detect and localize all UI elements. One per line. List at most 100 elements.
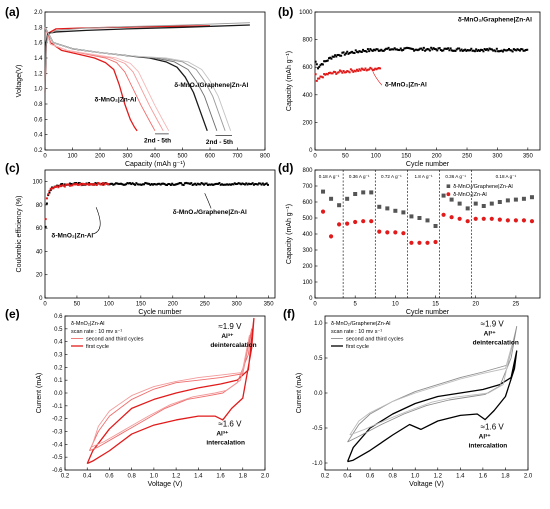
x-tick-label: 500 [177, 154, 188, 160]
panel-d: 0 5 10 15 20 25 0 100 200 300 400 500 600 700 800 Cycle… [278, 161, 541, 316]
data-point [450, 49, 453, 52]
data-point [143, 183, 146, 186]
annotation: intercalation [469, 442, 508, 449]
data-point [398, 49, 401, 52]
data-point [319, 64, 322, 67]
data-point [509, 49, 512, 52]
x-tick-label: 200 [432, 154, 443, 160]
data-point [433, 47, 436, 50]
data-point [505, 198, 510, 203]
data-point [492, 49, 495, 52]
data-point [442, 49, 445, 52]
data-point [368, 68, 371, 71]
data-point [517, 48, 520, 51]
data-point [343, 71, 346, 74]
x-tick-label: 2.0 [261, 474, 270, 480]
legend-marker [446, 184, 451, 188]
x-tick-label: 50 [342, 154, 349, 160]
data-point [206, 183, 209, 186]
data-point [213, 183, 216, 186]
data-point [454, 49, 457, 52]
data-point [70, 182, 73, 185]
data-point [191, 183, 194, 186]
data-point [77, 182, 80, 185]
rate-label: 0.36 A g⁻¹ [445, 174, 466, 179]
data-point [364, 49, 367, 52]
data-point [360, 67, 363, 70]
x-tick-label: 250 [462, 154, 473, 160]
data-point [320, 209, 326, 214]
data-point [209, 183, 212, 186]
y-tick-label: 0.2 [54, 365, 63, 371]
data-point [353, 192, 358, 196]
data-point [428, 49, 431, 52]
data-point [149, 183, 152, 186]
data-point [176, 183, 179, 186]
data-point [178, 181, 181, 184]
data-point [144, 181, 147, 184]
data-point [465, 49, 468, 52]
data-point [354, 49, 357, 52]
data-point [199, 183, 202, 186]
data-point [229, 183, 232, 186]
data-point [66, 183, 69, 186]
y-axis-label: Voltage(V) [16, 65, 23, 98]
data-point [372, 68, 375, 71]
data-point [245, 182, 248, 185]
annotation: ≈1.9 V [481, 320, 505, 329]
x-tick-label: 200 [95, 154, 106, 160]
data-point [377, 67, 380, 70]
data-point [94, 182, 97, 185]
data-point [515, 49, 518, 52]
data-point [435, 48, 438, 51]
y-tick-label: 800 [302, 168, 313, 174]
data-point [407, 46, 410, 49]
data-point [511, 50, 514, 53]
data-point [484, 48, 487, 51]
data-point [222, 183, 225, 186]
data-point [371, 69, 374, 72]
data-point [337, 53, 340, 56]
data-point [177, 182, 180, 185]
x-axis-label: Voltage (V) [148, 481, 183, 488]
data-point [393, 208, 398, 213]
series-line-cycle-3 [91, 334, 250, 448]
y-tick-label: 0.0 [314, 391, 323, 397]
data-point [476, 49, 479, 52]
data-point [393, 47, 396, 50]
data-point [116, 182, 119, 185]
data-point [214, 182, 217, 185]
data-point [228, 183, 231, 186]
data-point [45, 202, 48, 205]
data-point [489, 201, 494, 206]
data-point [260, 183, 263, 186]
data-point [51, 187, 54, 190]
data-point [317, 67, 320, 70]
data-point [349, 68, 352, 71]
data-point [223, 183, 226, 186]
data-point [88, 181, 91, 184]
data-point [326, 59, 329, 62]
x-tick-label: 1.8 [239, 474, 248, 480]
cv-title: δ-MnO₂|Zn-Al [71, 321, 105, 327]
data-point [243, 183, 246, 186]
data-point [472, 49, 475, 52]
x-tick-label: 0 [43, 154, 47, 160]
rate-label: 0.18 A g⁻¹ [496, 174, 517, 179]
data-point [357, 51, 360, 54]
data-point [415, 48, 418, 51]
data-point [385, 47, 388, 50]
data-point [413, 49, 416, 52]
rate-label: 1.8 A g⁻¹ [414, 174, 432, 179]
data-point [160, 182, 163, 185]
annotation: intercalation [206, 439, 245, 446]
data-point [254, 182, 257, 185]
data-point [513, 197, 518, 202]
data-point [394, 48, 397, 51]
y-tick-label: 80 [36, 203, 43, 209]
rate-label: 0.18 A g⁻¹ [319, 174, 340, 179]
data-point [374, 67, 377, 70]
data-point [447, 47, 450, 50]
data-point [217, 182, 220, 185]
y-tick-label: -0.6 [52, 468, 63, 474]
